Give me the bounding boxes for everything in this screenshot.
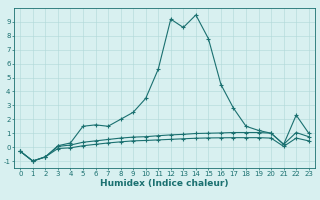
X-axis label: Humidex (Indice chaleur): Humidex (Indice chaleur)	[100, 179, 229, 188]
